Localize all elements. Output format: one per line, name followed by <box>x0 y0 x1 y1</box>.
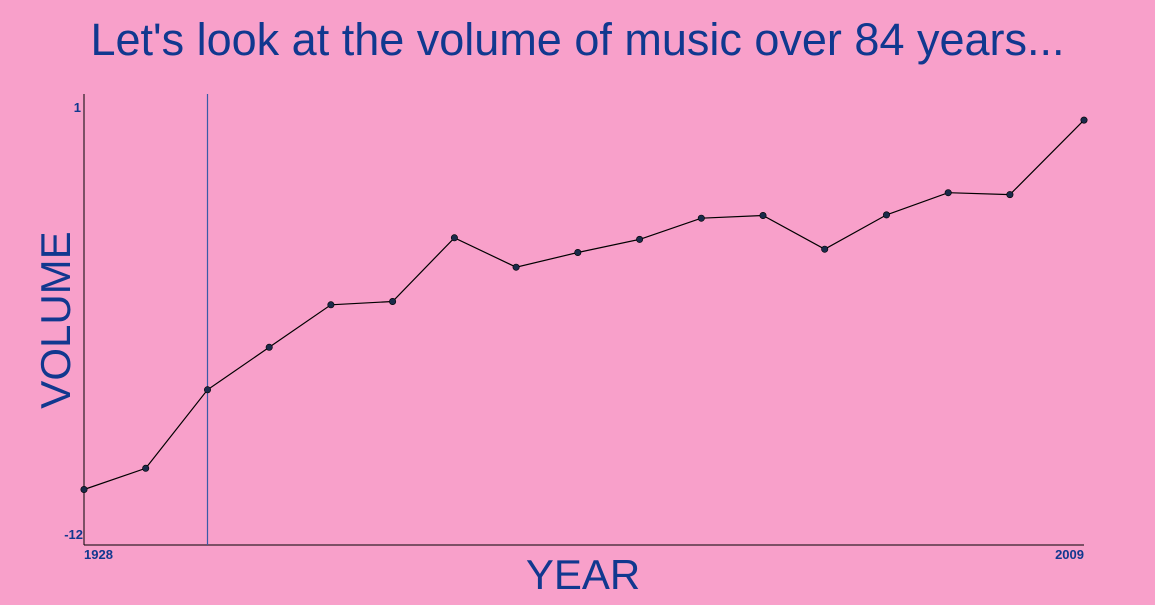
x-tick-label-max: 2009 <box>1055 547 1084 562</box>
series-line <box>83 119 1085 491</box>
data-point <box>1006 191 1014 199</box>
x-axis-title: YEAR <box>526 551 640 598</box>
data-point <box>944 189 952 197</box>
data-point <box>574 249 582 257</box>
y-tick-label-max: 1 <box>74 100 81 115</box>
data-point <box>512 263 520 271</box>
data-point <box>1080 116 1088 124</box>
data-point <box>697 214 705 222</box>
x-tick-label-min: 1928 <box>84 547 113 562</box>
data-point <box>450 234 458 242</box>
y-tick-label-min: -12 <box>64 527 83 542</box>
data-points <box>80 116 1088 493</box>
data-point <box>327 301 335 309</box>
data-point <box>759 212 767 220</box>
data-point <box>204 386 212 394</box>
data-point <box>389 297 397 305</box>
data-point <box>142 464 150 472</box>
data-point <box>265 343 273 351</box>
data-point <box>636 235 644 243</box>
data-point <box>80 485 88 493</box>
chart-title: Let's look at the volume of music over 8… <box>90 14 1065 65</box>
data-point <box>882 211 890 219</box>
y-axis-title: VOLUME <box>32 231 79 408</box>
data-point <box>821 245 829 253</box>
